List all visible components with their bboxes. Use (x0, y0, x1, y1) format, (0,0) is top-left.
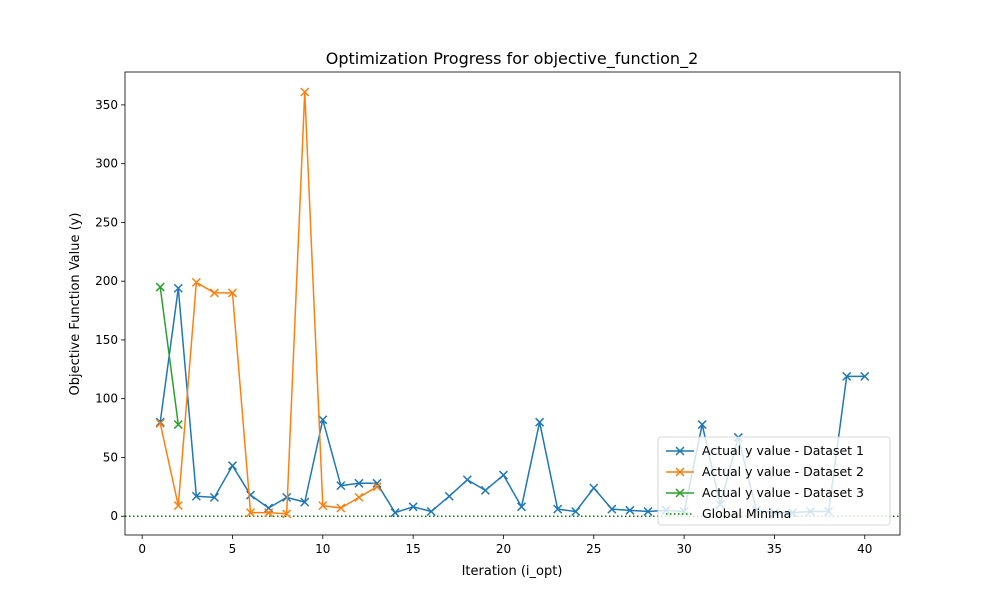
data-point (607, 504, 617, 514)
legend-label: Actual y value - Dataset 2 (702, 464, 864, 479)
legend-item: Actual y value - Dataset 2 (666, 464, 864, 479)
data-point (571, 506, 581, 517)
x-tick-label: 40 (857, 542, 872, 556)
data-point (227, 461, 238, 471)
legend-marker (675, 467, 685, 477)
data-point (209, 492, 219, 502)
x-tick-label: 0 (138, 542, 146, 556)
data-point (372, 482, 382, 492)
y-tick-label: 200 (95, 274, 118, 288)
chart-title: Optimization Progress for objective_func… (326, 49, 699, 69)
series-3 (155, 282, 183, 430)
y-tick-label: 0 (110, 509, 118, 523)
y-tick-label: 150 (95, 333, 118, 347)
legend-label: Global Minima (702, 506, 791, 521)
legend-label: Actual y value - Dataset 3 (702, 485, 864, 500)
legend-box (657, 436, 891, 526)
data-point (860, 371, 870, 381)
y-tick-label: 350 (95, 98, 118, 112)
data-point (697, 420, 707, 430)
data-point (227, 288, 238, 298)
data-point (318, 501, 328, 511)
plot-frame (124, 71, 901, 536)
data-point (480, 485, 490, 495)
data-point (842, 371, 852, 381)
data-point (209, 288, 219, 298)
y-axis-label: Objective Function Value (y) (68, 213, 83, 396)
data-point (354, 478, 364, 488)
data-point (354, 492, 364, 502)
data-point (498, 470, 508, 480)
data-point (155, 282, 165, 292)
y-axis: 0 50 100 150 200 250 300 350 (95, 98, 125, 523)
data-point (372, 478, 382, 488)
legend-marker (675, 488, 685, 498)
x-tick-label: 15 (406, 542, 421, 556)
data-point (191, 491, 201, 501)
x-tick-label: 20 (496, 542, 511, 556)
data-point (246, 508, 256, 518)
data-point (264, 508, 274, 518)
data-point (282, 509, 292, 519)
data-point (589, 483, 599, 493)
data-point (246, 490, 256, 500)
data-point (155, 417, 165, 427)
y-tick-label: 250 (95, 215, 118, 229)
data-point (535, 417, 545, 427)
data-point (173, 420, 183, 430)
series-2 (155, 87, 382, 519)
y-tick-label: 50 (103, 450, 118, 464)
x-tick-label: 25 (586, 542, 601, 556)
data-point (426, 506, 436, 517)
legend-label: Actual y value - Dataset 1 (702, 443, 864, 458)
legend-item: Global Minima (666, 506, 791, 521)
x-axis: 0 5 10 15 20 25 30 35 40 (138, 535, 872, 556)
data-point (300, 497, 310, 507)
x-axis-label: Iteration (i_opt) (462, 564, 563, 579)
data-point (444, 491, 454, 501)
legend-item: Actual y value - Dataset 3 (666, 485, 864, 500)
data-point (336, 503, 346, 513)
x-tick-label: 35 (767, 542, 782, 556)
data-point (336, 481, 346, 491)
x-tick-label: 5 (229, 542, 237, 556)
data-point (517, 502, 527, 512)
data-point (318, 415, 328, 425)
series-line-3 (159, 286, 180, 425)
y-tick-label: 100 (95, 392, 118, 406)
legend: Actual y value - Dataset 1 Actual y value… (657, 436, 891, 526)
data-point (300, 87, 310, 97)
data-point (553, 504, 563, 514)
data-point (390, 508, 400, 518)
data-point (625, 505, 635, 515)
y-tick-label: 300 (95, 157, 118, 171)
data-point (643, 506, 653, 517)
legend-marker (675, 446, 685, 456)
data-point (173, 501, 183, 511)
data-point (408, 502, 418, 512)
data-point (173, 283, 183, 293)
data-point (462, 475, 472, 485)
data-point (155, 418, 165, 428)
data-point (191, 277, 201, 287)
x-tick-label: 10 (315, 542, 330, 556)
x-tick-label: 30 (676, 542, 691, 556)
legend-item: Actual y value - Dataset 1 (666, 443, 864, 458)
